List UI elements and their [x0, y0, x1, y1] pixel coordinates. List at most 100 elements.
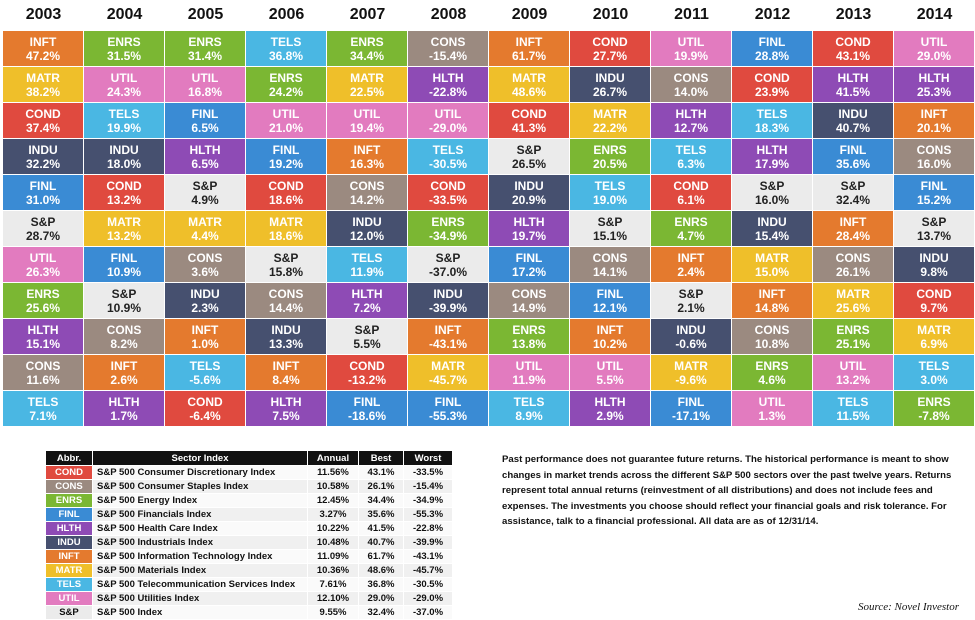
- cell-return-value: 13.8%: [511, 337, 547, 351]
- quilt-cell: FINL 35.6%: [813, 139, 893, 174]
- legend-best: 61.7%: [358, 549, 404, 564]
- cell-return-value: 28.7%: [25, 229, 61, 243]
- legend-sector-name: S&P 500 Consumer Discretionary Index: [92, 465, 308, 480]
- cell-return-value: 7.5%: [272, 409, 300, 423]
- cell-return-value: 19.0%: [592, 193, 628, 207]
- cell-sector-code: ENRS: [431, 215, 465, 229]
- quilt-cell: HLTH 19.7%: [489, 211, 569, 246]
- cell-sector-code: CONS: [673, 71, 709, 85]
- legend-abbr: CONS: [45, 479, 93, 494]
- legend-abbr: S&P: [45, 605, 93, 620]
- legend-best: 26.1%: [358, 479, 404, 494]
- cell-return-value: 25.3%: [916, 85, 952, 99]
- cell-sector-code: FINL: [434, 395, 462, 409]
- cell-sector-code: MATR: [431, 359, 465, 373]
- cell-sector-code: S&P: [516, 143, 542, 157]
- quilt-cell: HLTH -22.8%: [408, 67, 488, 102]
- cell-return-value: 41.5%: [835, 85, 871, 99]
- cell-return-value: 5.5%: [596, 373, 624, 387]
- cell-sector-code: INFT: [272, 359, 300, 373]
- cell-sector-code: INDU: [28, 143, 58, 157]
- cell-sector-code: COND: [430, 179, 466, 193]
- cell-sector-code: S&P: [111, 287, 137, 301]
- cell-return-value: -30.5%: [428, 157, 468, 171]
- quilt-cell: CONS 8.2%: [84, 319, 164, 354]
- quilt-cell: INFT 10.2%: [570, 319, 650, 354]
- quilt-cell: CONS 14.1%: [570, 247, 650, 282]
- legend-annual: 10.58%: [307, 479, 359, 494]
- legend-annual: 10.36%: [307, 563, 359, 578]
- cell-return-value: 10.2%: [592, 337, 628, 351]
- quilt-cell: CONS 26.1%: [813, 247, 893, 282]
- legend-header-cell: Sector Index: [92, 450, 308, 466]
- cell-return-value: 14.0%: [673, 85, 709, 99]
- quilt-cell: S&P 10.9%: [84, 283, 164, 318]
- cell-return-value: 3.0%: [920, 373, 948, 387]
- legend-row: FINL S&P 500 Financials Index 3.27% 35.6% -5…: [45, 507, 453, 522]
- cell-return-value: 15.2%: [916, 193, 952, 207]
- cell-return-value: 11.6%: [26, 373, 60, 387]
- cell-return-value: 14.8%: [754, 301, 790, 315]
- cell-sector-code: CONS: [106, 323, 142, 337]
- quilt-cell: INFT 1.0%: [165, 319, 245, 354]
- quilt-cell: INDU 13.3%: [246, 319, 326, 354]
- cell-sector-code: INDU: [676, 323, 706, 337]
- legend-abbr: TELS: [45, 577, 93, 592]
- cell-sector-code: CONS: [754, 323, 790, 337]
- cell-sector-code: MATR: [26, 71, 60, 85]
- cell-sector-code: TELS: [270, 35, 302, 49]
- legend-worst: -29.0%: [403, 591, 453, 606]
- cell-sector-code: COND: [673, 179, 709, 193]
- quilt-cell: ENRS 31.4%: [165, 31, 245, 66]
- cell-return-value: 15.8%: [268, 265, 304, 279]
- quilt-cell: CONS 16.0%: [894, 139, 974, 174]
- cell-sector-code: S&P: [678, 287, 704, 301]
- quilt-cell: INDU 12.0%: [327, 211, 407, 246]
- cell-return-value: 20.5%: [592, 157, 628, 171]
- cell-sector-code: S&P: [30, 215, 56, 229]
- cell-return-value: 6.3%: [677, 157, 705, 171]
- cell-sector-code: INDU: [433, 287, 463, 301]
- legend-worst: -39.9%: [403, 535, 453, 550]
- cell-sector-code: INDU: [109, 143, 139, 157]
- quilt-cell: CONS 14.2%: [327, 175, 407, 210]
- cell-return-value: 15.4%: [754, 229, 790, 243]
- cell-sector-code: INFT: [191, 323, 219, 337]
- cell-return-value: 5.5%: [353, 337, 381, 351]
- cell-return-value: 8.9%: [515, 409, 543, 423]
- quilt-cell: S&P 5.5%: [327, 319, 407, 354]
- cell-sector-code: MATR: [350, 71, 384, 85]
- cell-return-value: 10.9%: [106, 265, 142, 279]
- cell-return-value: 4.4%: [191, 229, 219, 243]
- cell-return-value: -5.6%: [189, 373, 221, 387]
- legend-worst: -33.5%: [403, 465, 453, 480]
- cell-sector-code: COND: [106, 179, 142, 193]
- year-header: 2010: [592, 6, 629, 23]
- quilt-cell: S&P 2.1%: [651, 283, 731, 318]
- cell-sector-code: COND: [592, 35, 628, 49]
- legend-worst: -55.3%: [403, 507, 453, 522]
- quilt-cell: HLTH 7.5%: [246, 391, 326, 426]
- quilt-cell: UTIL 13.2%: [813, 355, 893, 390]
- cell-sector-code: INDU: [838, 107, 868, 121]
- cell-return-value: 16.0%: [916, 157, 952, 171]
- legend-worst: -34.9%: [403, 493, 453, 508]
- quilt-cell: COND 13.2%: [84, 175, 164, 210]
- legend-annual: 12.10%: [307, 591, 359, 606]
- cell-sector-code: S&P: [759, 179, 785, 193]
- cell-return-value: 11.5%: [836, 409, 870, 423]
- quilt-cell: UTIL 26.3%: [3, 247, 83, 282]
- legend-best: 35.6%: [358, 507, 404, 522]
- legend-best: 41.5%: [358, 521, 404, 536]
- cell-sector-code: S&P: [435, 251, 461, 265]
- cell-sector-code: UTIL: [29, 251, 57, 265]
- quilt-cell: INDU 18.0%: [84, 139, 164, 174]
- legend-abbr: INFT: [45, 549, 93, 564]
- cell-sector-code: S&P: [840, 179, 866, 193]
- quilt-cell: CONS 10.8%: [732, 319, 812, 354]
- quilt-cell: UTIL 21.0%: [246, 103, 326, 138]
- legend-annual: 12.45%: [307, 493, 359, 508]
- quilt-cell: S&P 32.4%: [813, 175, 893, 210]
- cell-return-value: 15.1%: [25, 337, 61, 351]
- cell-sector-code: S&P: [273, 251, 299, 265]
